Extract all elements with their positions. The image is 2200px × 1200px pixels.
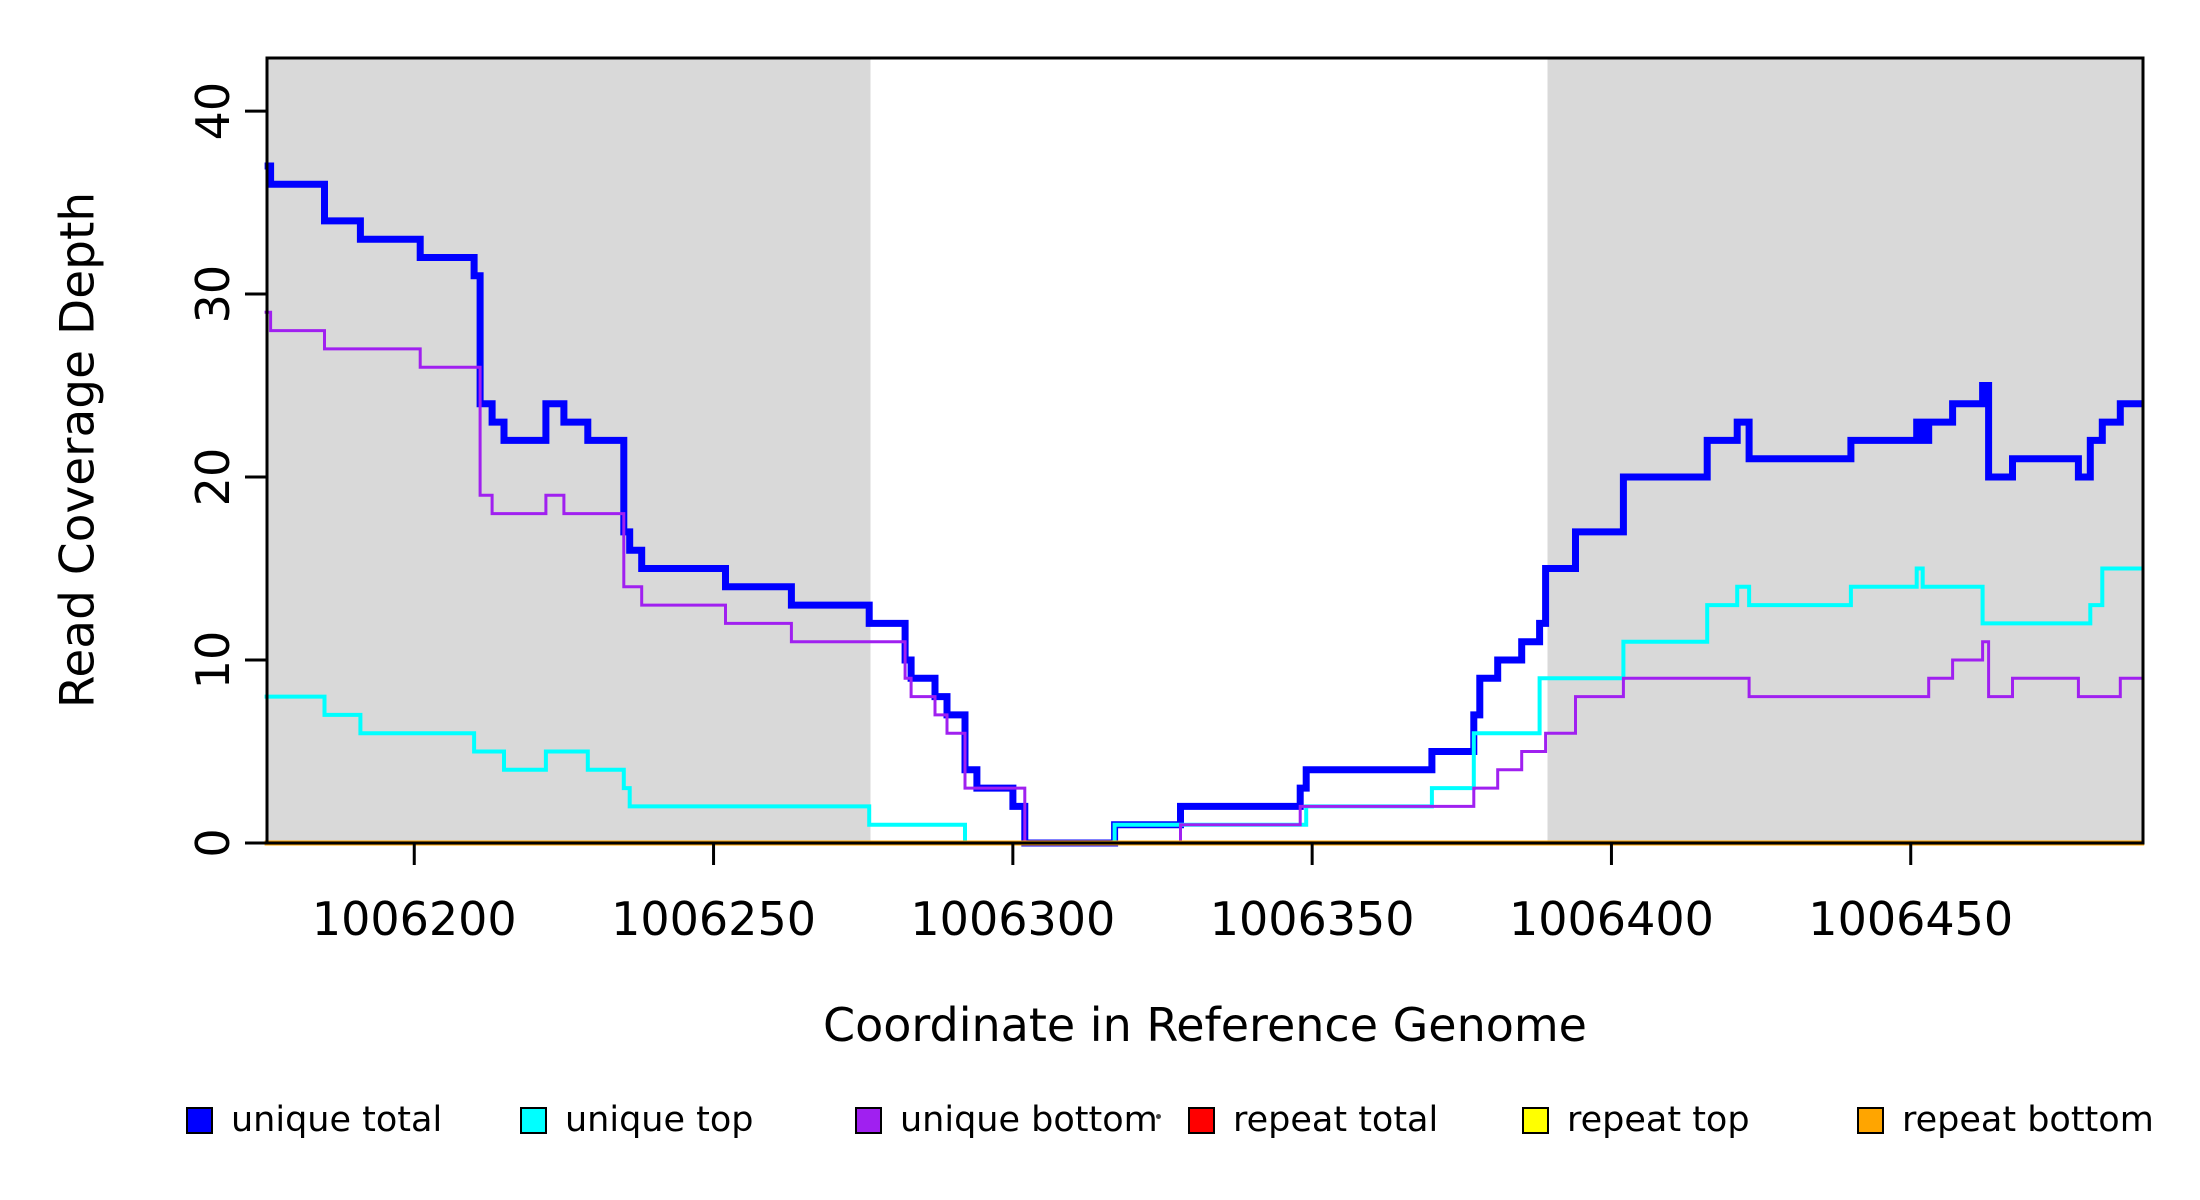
legend-item-unique-total: unique total [186,1098,442,1142]
legend-swatch-unique-total [186,1106,213,1134]
legend-swatch-repeat-top [1522,1106,1549,1134]
legend-item-repeat-bottom: repeat bottom [1857,1098,2154,1142]
right-repeat-flank-band [1547,58,2143,843]
legend: unique total unique top unique bottom repea… [0,1098,2200,1148]
legend-label-unique-top: unique top [565,1100,754,1140]
series-unique-top [264,566,2145,845]
legend-item-unique-bottom: unique bottom [855,1098,1158,1142]
y-tick-label: 40 [186,82,240,141]
x-tick-label: 1006250 [611,892,816,946]
legend-item-unique-top: unique top [520,1098,754,1142]
x-tick-label: 1006200 [312,892,517,946]
legend-label-repeat-top: repeat top [1567,1100,1750,1140]
series-unique-total [264,162,2145,847]
x-tick-label: 1006350 [1210,892,1415,946]
x-tick-label: 1006450 [1808,892,2013,946]
legend-item-repeat-total: repeat total [1188,1098,1438,1142]
x-axis-title: Coordinate in Reference Genome [823,998,1587,1052]
stray-dot-mark [1156,1114,1161,1119]
legend-swatch-unique-bottom [855,1106,882,1134]
legend-label-repeat-bottom: repeat bottom [1902,1100,2154,1140]
x-tick-label: 1006300 [910,892,1115,946]
x-tick-label: 1006400 [1509,892,1714,946]
y-tick-label: 0 [186,828,240,857]
legend-label-unique-bottom: unique bottom [900,1100,1158,1140]
legend-label-unique-total: unique total [231,1100,443,1140]
y-tick-label: 20 [186,448,240,507]
y-axis-title: Read Coverage Depth [50,191,106,709]
legend-label-repeat-total: repeat total [1233,1100,1439,1140]
y-tick-label: 10 [186,631,240,690]
legend-swatch-unique-top [520,1106,547,1134]
left-repeat-flank-band [267,58,871,843]
legend-swatch-repeat-bottom [1857,1106,1884,1134]
legend-swatch-repeat-total [1188,1106,1215,1134]
plot-border [265,56,2145,845]
y-tick-label: 30 [186,265,240,324]
legend-item-repeat-top: repeat top [1522,1098,1750,1142]
